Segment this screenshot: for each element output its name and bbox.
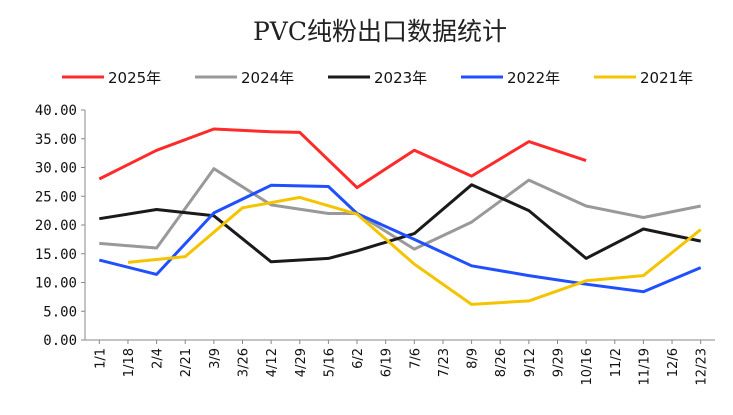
x-tick-label: 3/9	[208, 348, 223, 369]
y-tick-label: 15.00	[35, 247, 77, 263]
x-tick-label: 2/4	[151, 348, 166, 369]
x-tick-label: 12/23	[695, 348, 710, 385]
x-tick-label: 8/26	[494, 348, 509, 377]
legend-label: 2025年	[108, 69, 161, 87]
x-tick-label: 3/26	[237, 348, 252, 377]
x-tick-label: 1/18	[122, 348, 137, 377]
x-tick-label: 4/12	[265, 348, 280, 377]
legend-label: 2023年	[374, 69, 427, 87]
x-tick-label: 4/29	[294, 348, 309, 377]
series-lines	[98, 127, 702, 306]
x-tick-label: 11/2	[609, 348, 624, 377]
x-tick-label: 9/29	[552, 348, 567, 377]
legend-label: 2021年	[640, 69, 693, 87]
x-tick-label: 7/23	[437, 348, 452, 377]
y-tick-label: 25.00	[35, 189, 77, 205]
legend-label: 2022年	[507, 69, 560, 87]
chart-legend: 2025年 2024年 2023年 2022年 2021年	[62, 69, 693, 87]
x-tick-label: 10/16	[580, 348, 595, 385]
x-tick-label: 5/16	[322, 348, 337, 377]
y-tick-label: 35.00	[35, 132, 77, 148]
y-tick-label: 20.00	[35, 218, 77, 234]
series-line-2022年	[98, 183, 702, 294]
series-line-2021年	[127, 195, 702, 306]
x-tick-label: 12/6	[666, 348, 681, 377]
y-axis-ticks: 0.00 5.00 10.00 15.00 20.00 25.00 30.00 35.00 40…	[35, 103, 85, 349]
x-tick-label: 7/6	[408, 348, 423, 369]
y-tick-label: 40.00	[35, 103, 77, 119]
x-tick-label: 6/2	[351, 348, 366, 369]
y-tick-label: 30.00	[35, 161, 77, 177]
x-tick-label: 11/19	[637, 348, 652, 385]
series-line-2025年	[98, 127, 587, 190]
series-line-2024年	[99, 167, 701, 251]
x-tick-label: 8/9	[466, 348, 481, 369]
y-tick-label: 5.00	[43, 304, 77, 320]
chart-title: PVC纯粉出口数据统计	[253, 17, 507, 46]
x-tick-label: 9/12	[523, 348, 538, 377]
x-tick-label: 1/1	[93, 348, 108, 369]
y-tick-label: 10.00	[35, 276, 77, 292]
x-tick-label: 2/21	[179, 348, 194, 377]
legend-label: 2024年	[241, 69, 294, 87]
chart-axes	[84, 110, 715, 341]
x-axis-ticks: 1/1 1/18 2/4 2/21 3/9 3/26 4/12 4/29 5/16 6/2 6/19…	[93, 340, 710, 385]
x-tick-label: 6/19	[380, 348, 395, 377]
y-tick-label: 0.00	[43, 333, 77, 349]
series-line-2023年	[99, 183, 702, 264]
